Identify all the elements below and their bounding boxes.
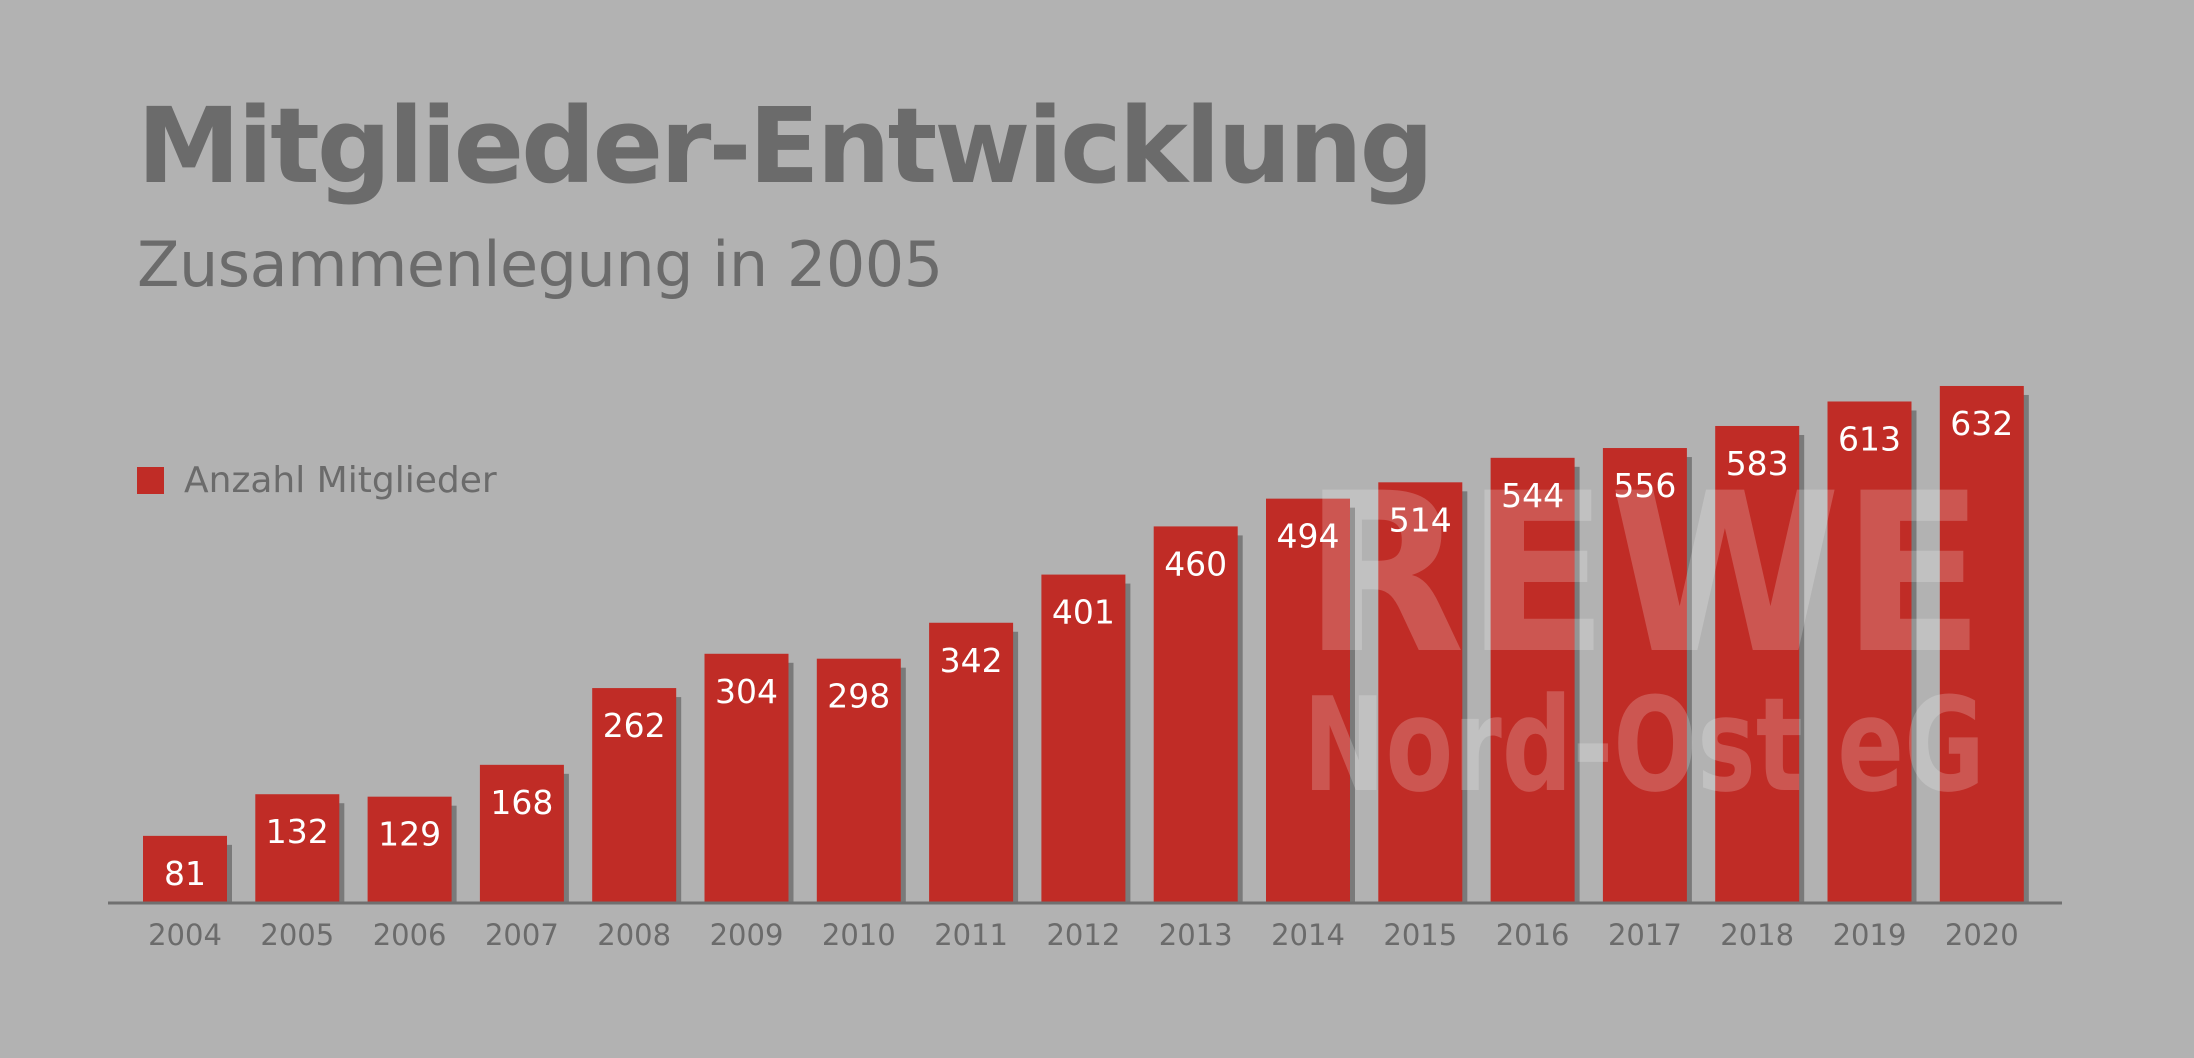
data-label-2015: 514: [1389, 500, 1452, 539]
x-tick-label-2005: 2005: [260, 918, 334, 952]
bar-2006: [367, 796, 452, 902]
data-label-2009: 304: [715, 672, 778, 711]
bar-2013: [1153, 526, 1238, 902]
x-tick-label-2006: 2006: [373, 918, 447, 952]
chart-title: Mitglieder-Entwicklung: [137, 85, 1434, 207]
x-tick-label-2018: 2018: [1720, 918, 1794, 952]
x-tick-label-2011: 2011: [934, 918, 1008, 952]
x-tick-label-2014: 2014: [1271, 918, 1345, 952]
bar-2011: [929, 622, 1014, 902]
x-tick-label-2004: 2004: [148, 918, 222, 952]
value-labels: 81 132 129 168 262 304 298 342 401 460 494 514 544 55…: [164, 404, 2013, 893]
data-label-2010: 298: [827, 677, 890, 716]
watermark-line-1: REWE: [1303, 446, 1985, 702]
chart-subtitle: Zusammenlegung in 2005: [137, 228, 943, 301]
x-tick-label-2009: 2009: [710, 918, 784, 952]
bar-2004: [143, 835, 227, 902]
x-tick-label-2012: 2012: [1046, 918, 1120, 952]
bar-2017: [1602, 448, 1687, 902]
x-tick-label-2007: 2007: [485, 918, 559, 952]
x-tick-label-2017: 2017: [1608, 918, 1682, 952]
x-tick-label-2015: 2015: [1383, 918, 1457, 952]
data-label-2013: 460: [1164, 544, 1227, 583]
data-label-2006: 129: [378, 815, 441, 854]
watermark-logo: REWE Nord-Ost eG: [1303, 446, 1985, 821]
data-label-2007: 168: [490, 783, 553, 822]
watermark-line-2: Nord-Ost eG: [1303, 669, 1985, 821]
bar-2014: [1266, 498, 1350, 902]
legend-label: Anzahl Mitglieder: [184, 460, 497, 501]
bar-2008: [592, 688, 677, 902]
bar-2019: [1827, 401, 1912, 902]
x-tick-label-2016: 2016: [1496, 918, 1570, 952]
bar-2012: [1041, 574, 1126, 902]
data-label-2008: 262: [603, 706, 666, 745]
bar-2007: [479, 764, 564, 902]
x-tick-label-2019: 2019: [1833, 918, 1907, 952]
data-label-2018: 583: [1726, 444, 1789, 483]
bar-2016: [1490, 457, 1575, 902]
bar-2010: [816, 658, 901, 902]
data-label-2016: 544: [1501, 476, 1564, 515]
bar-2005: [255, 794, 340, 902]
chart-legend: Anzahl Mitglieder: [137, 460, 497, 501]
legend-swatch: [137, 467, 164, 494]
data-label-2012: 401: [1052, 593, 1115, 632]
bar-2020: [1939, 385, 2024, 902]
bars: [143, 385, 2024, 902]
data-label-2019: 613: [1838, 419, 1901, 458]
data-label-2005: 132: [266, 812, 329, 851]
data-label-2020: 632: [1950, 404, 2013, 443]
x-tick-label-2010: 2010: [822, 918, 896, 952]
bar-2009: [704, 653, 789, 902]
bar-2018: [1715, 425, 1800, 902]
x-tick-labels: 2004 2005 2006 2007 2008 2009 2010 2011 2012 2013…: [148, 918, 2019, 952]
data-label-2011: 342: [940, 641, 1003, 680]
x-tick-label-2020: 2020: [1945, 918, 2019, 952]
data-label-2014: 494: [1277, 517, 1340, 556]
data-label-2004: 81: [164, 854, 206, 893]
x-tick-label-2008: 2008: [597, 918, 671, 952]
data-label-2017: 556: [1613, 466, 1676, 505]
x-tick-label-2013: 2013: [1159, 918, 1233, 952]
bar-2015: [1378, 482, 1463, 902]
